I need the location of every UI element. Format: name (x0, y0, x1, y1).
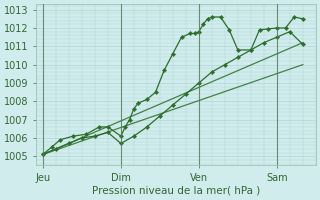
X-axis label: Pression niveau de la mer( hPa ): Pression niveau de la mer( hPa ) (92, 186, 260, 196)
